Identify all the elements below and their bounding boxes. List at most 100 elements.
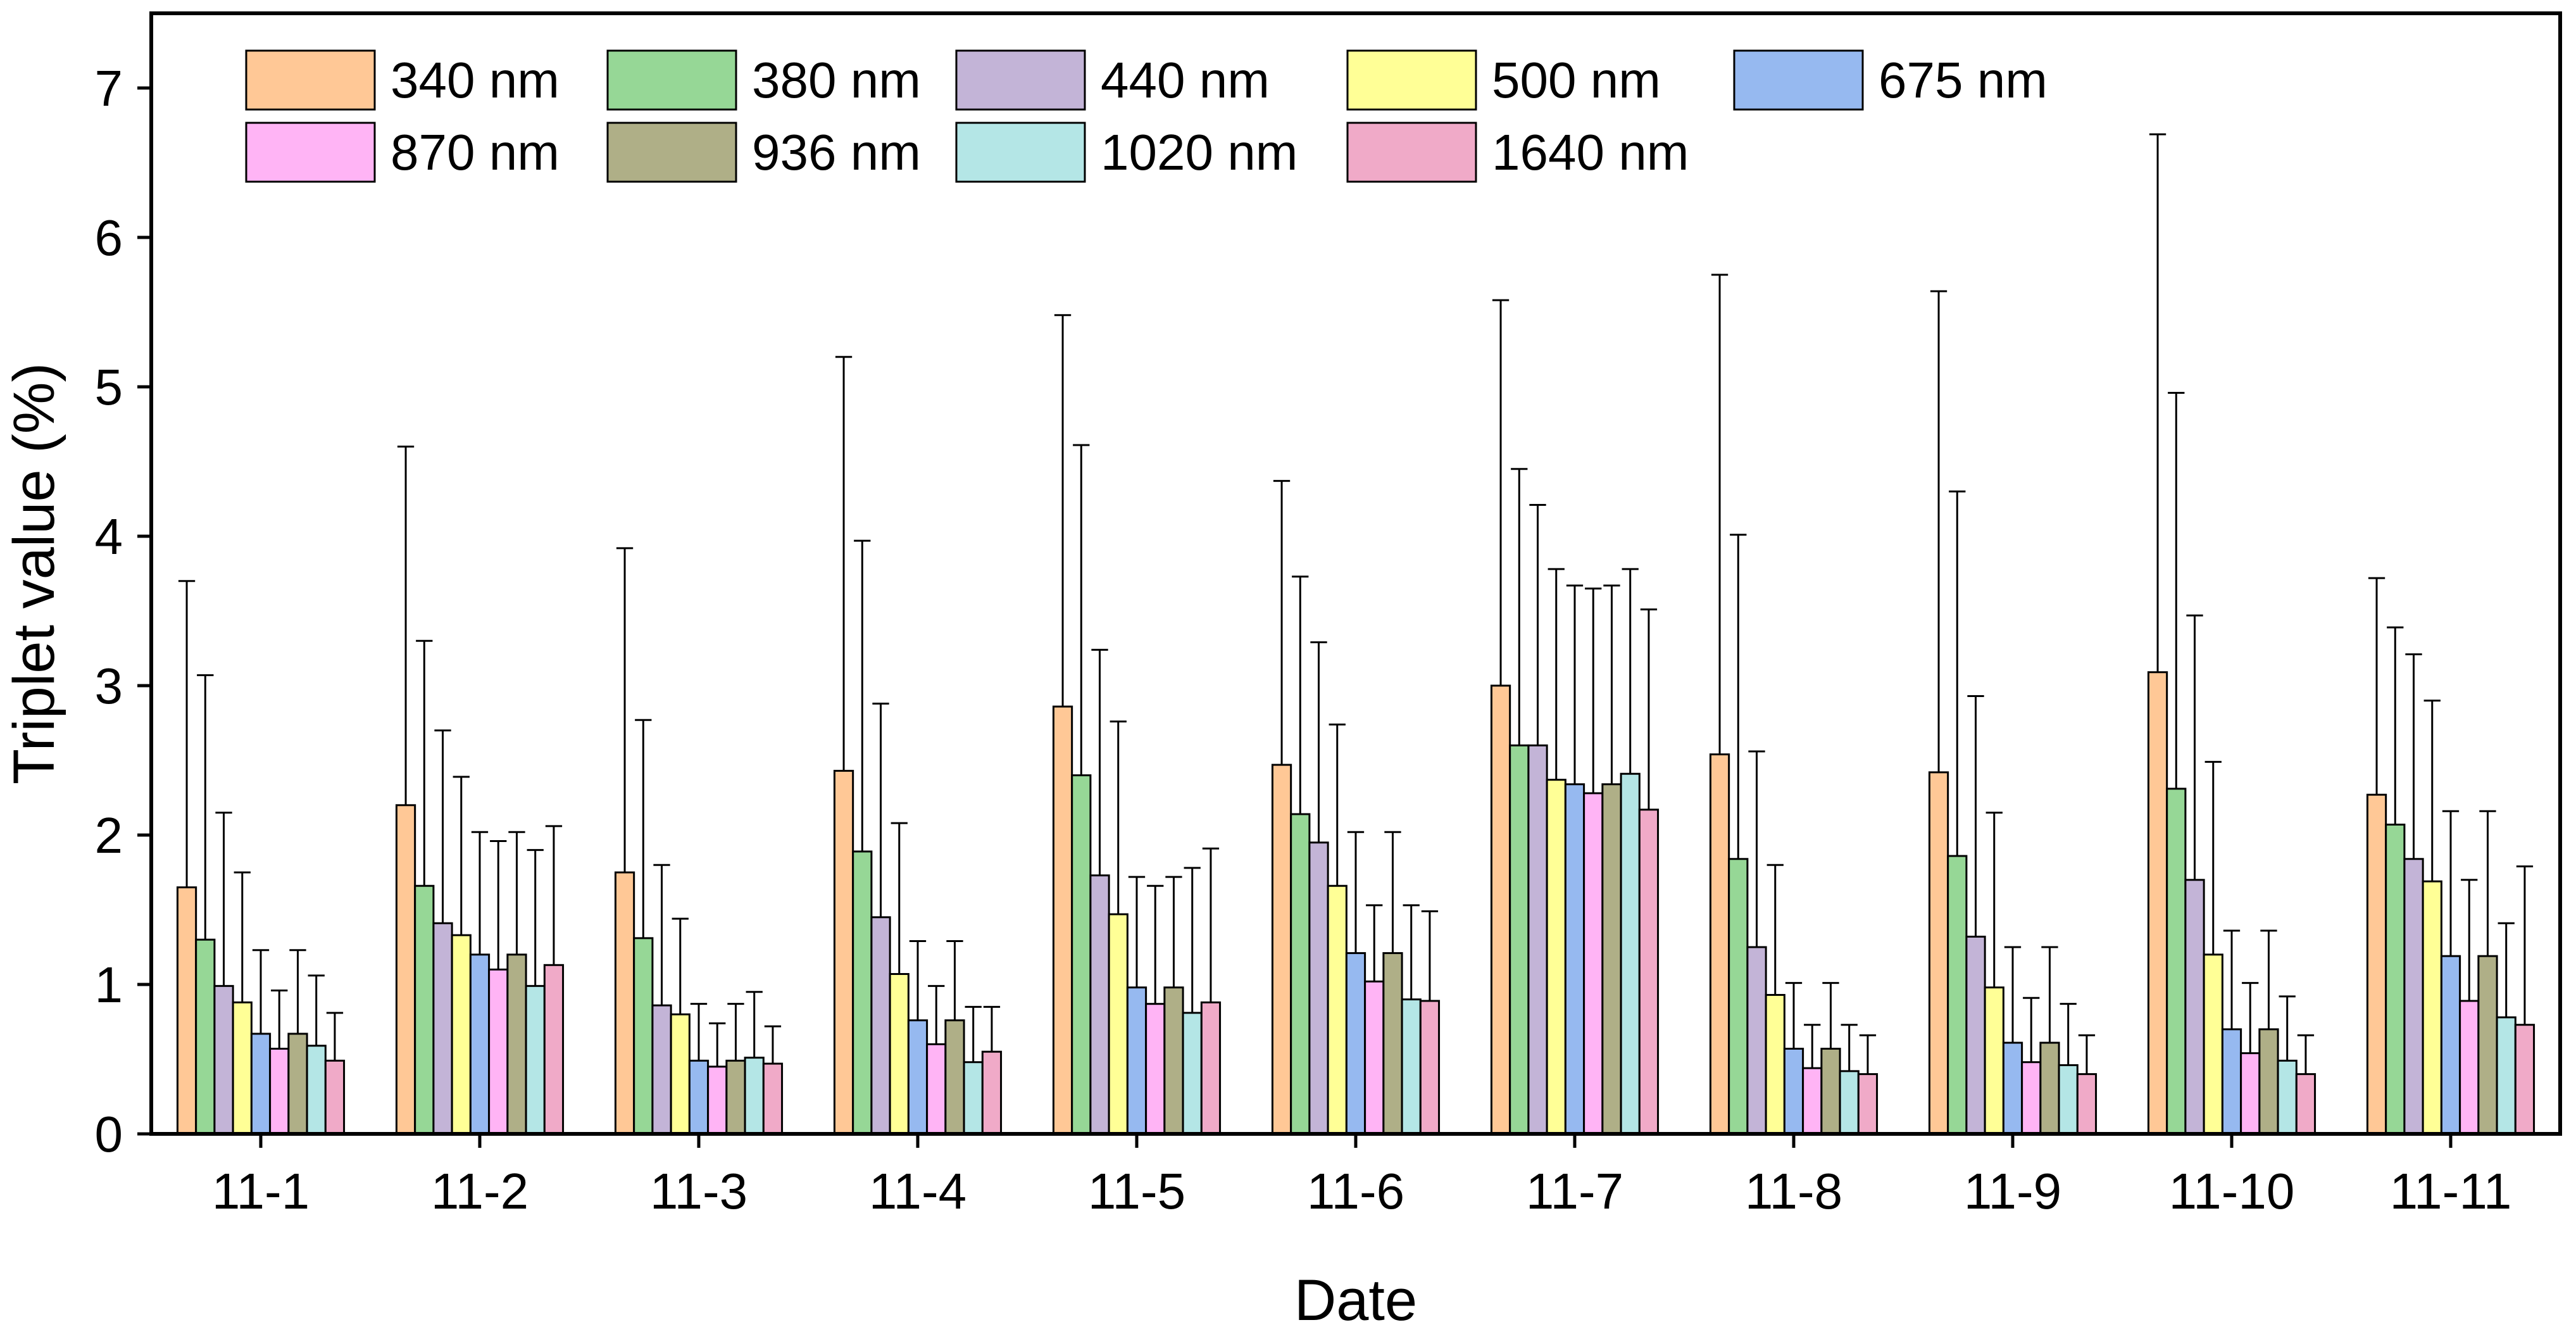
bar-936nm-11-6 bbox=[1382, 952, 1403, 1135]
bar-440nm-11-6 bbox=[1308, 841, 1329, 1135]
bar-380nm-11-11 bbox=[2385, 823, 2406, 1135]
bar-500nm-11-8 bbox=[1765, 994, 1785, 1135]
bar-675nm-11-6 bbox=[1345, 952, 1366, 1135]
legend-swatch bbox=[245, 49, 376, 111]
bar-936nm-11-10 bbox=[2258, 1028, 2279, 1135]
bar-1020nm-11-3 bbox=[744, 1057, 765, 1135]
bar-500nm-11-11 bbox=[2422, 880, 2442, 1135]
x-axis-title: Date bbox=[1294, 1268, 1417, 1333]
bar-1020nm-11-1 bbox=[306, 1045, 327, 1135]
legend-label: 1020 nm bbox=[1101, 124, 1297, 180]
bar-675nm-11-8 bbox=[1783, 1047, 1804, 1135]
bar-870nm-11-7 bbox=[1583, 792, 1604, 1135]
bar-936nm-11-7 bbox=[1601, 783, 1622, 1135]
bar-870nm-11-10 bbox=[2240, 1052, 2261, 1135]
x-tick-label: 11-9 bbox=[1964, 1163, 2061, 1219]
bar-340nm-11-8 bbox=[1709, 753, 1730, 1135]
legend-label: 675 nm bbox=[1879, 52, 2048, 108]
bar-440nm-11-3 bbox=[651, 1004, 672, 1135]
bar-500nm-11-9 bbox=[1984, 986, 2004, 1135]
bar-1020nm-11-8 bbox=[1839, 1070, 1860, 1135]
bar-1640nm-11-11 bbox=[2514, 1024, 2535, 1135]
bar-1640nm-11-1 bbox=[324, 1059, 346, 1135]
bar-1020nm-11-7 bbox=[1620, 772, 1641, 1135]
y-tick-label: 0 bbox=[95, 1106, 123, 1162]
legend-item: 870 nm bbox=[245, 122, 560, 183]
bar-1020nm-11-10 bbox=[2277, 1059, 2298, 1135]
bar-870nm-11-9 bbox=[2021, 1061, 2042, 1135]
x-tick-label: 11-6 bbox=[1307, 1163, 1404, 1219]
legend-item: 500 nm bbox=[1346, 49, 1661, 111]
bar-870nm-11-1 bbox=[269, 1047, 290, 1135]
bar-380nm-11-3 bbox=[633, 937, 654, 1135]
y-tick-label: 1 bbox=[95, 957, 123, 1013]
legend-swatch bbox=[1733, 49, 1864, 111]
y-tick-label: 6 bbox=[95, 210, 123, 266]
y-tick-label: 7 bbox=[95, 60, 123, 116]
bar-440nm-11-11 bbox=[2403, 858, 2424, 1135]
bar-440nm-11-7 bbox=[1527, 744, 1548, 1135]
legend-item: 340 nm bbox=[245, 49, 560, 111]
bar-675nm-11-1 bbox=[250, 1033, 272, 1135]
bar-500nm-11-3 bbox=[670, 1013, 691, 1135]
legend-swatch bbox=[606, 122, 737, 183]
legend-swatch bbox=[1346, 122, 1477, 183]
bar-1020nm-11-11 bbox=[2496, 1016, 2517, 1135]
legend-label: 870 nm bbox=[391, 124, 560, 180]
legend-label: 340 nm bbox=[391, 52, 560, 108]
y-tick-label: 2 bbox=[95, 807, 123, 864]
bar-936nm-11-9 bbox=[2039, 1041, 2060, 1135]
bar-440nm-11-10 bbox=[2184, 879, 2205, 1135]
bar-340nm-11-11 bbox=[2366, 793, 2387, 1135]
bar-380nm-11-7 bbox=[1509, 744, 1530, 1135]
legend-swatch bbox=[1346, 49, 1477, 111]
y-tick-label: 3 bbox=[95, 658, 123, 714]
legend-swatch bbox=[606, 49, 737, 111]
bar-870nm-11-8 bbox=[1802, 1067, 1823, 1135]
bar-380nm-11-1 bbox=[195, 938, 216, 1135]
y-axis: 0 1 2 3 4 5 6 7 bbox=[95, 60, 151, 1162]
x-tick-label: 11-3 bbox=[650, 1163, 747, 1219]
bar-870nm-11-11 bbox=[2459, 1000, 2480, 1135]
x-tick-label: 11-11 bbox=[2390, 1163, 2512, 1219]
bar-675nm-11-2 bbox=[469, 953, 491, 1135]
bar-340nm-11-7 bbox=[1490, 684, 1511, 1135]
error-bars-layer bbox=[178, 133, 2534, 1074]
bar-500nm-11-4 bbox=[889, 972, 910, 1135]
bar-380nm-11-4 bbox=[852, 850, 873, 1135]
legend-swatch bbox=[955, 49, 1086, 111]
bar-440nm-11-2 bbox=[432, 922, 453, 1135]
bar-500nm-11-1 bbox=[232, 1001, 253, 1135]
bar-675nm-11-9 bbox=[2002, 1041, 2023, 1135]
bar-675nm-11-11 bbox=[2440, 955, 2461, 1135]
bar-380nm-11-8 bbox=[1728, 858, 1749, 1135]
bar-440nm-11-1 bbox=[213, 984, 234, 1135]
x-tick-label: 11-1 bbox=[212, 1163, 309, 1219]
bar-340nm-11-2 bbox=[395, 804, 416, 1135]
bar-936nm-11-2 bbox=[506, 953, 527, 1135]
bar-936nm-11-4 bbox=[944, 1019, 965, 1135]
bar-870nm-11-3 bbox=[707, 1066, 728, 1135]
bar-440nm-11-9 bbox=[1965, 935, 1986, 1135]
bar-380nm-11-9 bbox=[1947, 855, 1968, 1135]
legend-item: 936 nm bbox=[606, 122, 921, 183]
bar-500nm-11-7 bbox=[1546, 779, 1566, 1135]
bar-340nm-11-1 bbox=[176, 886, 197, 1135]
y-tick-label: 4 bbox=[95, 508, 123, 565]
bar-936nm-11-5 bbox=[1163, 986, 1184, 1135]
legend-swatch bbox=[245, 122, 376, 183]
bar-1640nm-11-7 bbox=[1638, 808, 1660, 1135]
bar-440nm-11-4 bbox=[870, 916, 891, 1135]
bar-1640nm-11-2 bbox=[543, 964, 565, 1135]
bar-500nm-11-10 bbox=[2203, 953, 2223, 1135]
bar-500nm-11-5 bbox=[1108, 913, 1129, 1135]
bar-870nm-11-6 bbox=[1364, 980, 1385, 1135]
x-axis: 11-1 11-2 11-3 11-4 11-5 11-6 11-7 11-8 11-9 11-1… bbox=[212, 1134, 2511, 1219]
y-axis-title: Triplet value (%) bbox=[2, 363, 66, 784]
bars-layer bbox=[176, 671, 2535, 1135]
bar-340nm-11-10 bbox=[2147, 671, 2168, 1135]
legend: 340 nm 380 nm 440 nm 500 nm 675 nm 870 nm 936 … bbox=[245, 49, 2048, 183]
bar-1640nm-11-4 bbox=[981, 1050, 1003, 1135]
bar-340nm-11-5 bbox=[1052, 705, 1073, 1135]
bar-440nm-11-8 bbox=[1746, 946, 1767, 1135]
